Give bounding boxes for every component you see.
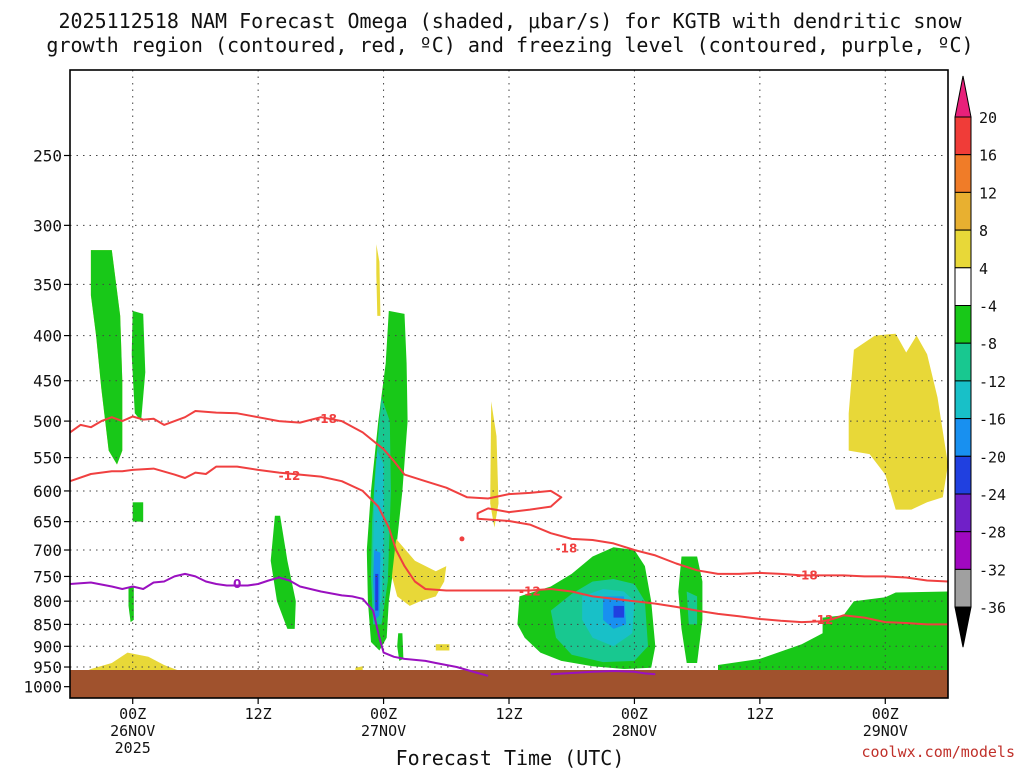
- x-tick-label: 00Z: [370, 705, 397, 723]
- y-tick-label: 550: [33, 449, 62, 468]
- plot-area: -18 -12 -18 -12 -18 -12 0: [69, 69, 949, 699]
- x-tick-date: 27NOV: [361, 722, 406, 740]
- colorbar-label: -12: [979, 373, 1006, 391]
- y-tick-label: 650: [33, 513, 62, 532]
- dgz-small-contour: [459, 536, 465, 542]
- y-tick-label: 1000: [23, 678, 62, 697]
- colorbar-segment: [954, 229, 972, 269]
- dgz-contour-label: -12: [812, 613, 834, 627]
- omega-region: [848, 333, 948, 510]
- colorbar-top-arrow: [954, 75, 972, 118]
- colorbar-label: -28: [979, 524, 1006, 542]
- x-tick-label: 00Z: [119, 705, 146, 723]
- colorbar-segment: [954, 305, 972, 344]
- colorbar-segment: [954, 116, 972, 156]
- colorbar-label: -16: [979, 411, 1006, 429]
- colorbar-label: -20: [979, 448, 1006, 466]
- colorbar-label: 20: [979, 109, 997, 127]
- omega-region: [435, 644, 450, 651]
- y-tick-label: 950: [33, 658, 62, 677]
- credit-text: coolwx.com/models: [861, 743, 1015, 761]
- y-tick-label: 750: [33, 567, 62, 586]
- colorbar-segment: [954, 342, 972, 382]
- y-tick-label: 850: [33, 615, 62, 634]
- x-tick-date: 29NOV: [863, 722, 908, 740]
- freezing-level-line: [69, 572, 489, 677]
- colorbar-segment: [954, 418, 972, 457]
- x-axis-label: Forecast Time (UTC): [396, 746, 625, 768]
- x-tick-label: 12Z: [495, 705, 522, 723]
- omega-region: [128, 586, 134, 623]
- y-tick-label: 300: [33, 216, 62, 235]
- terrain-ground: [70, 670, 948, 698]
- omega-region: [132, 502, 144, 522]
- x-tick-label: 00Z: [621, 705, 648, 723]
- dgz-contour-label: -12: [519, 584, 541, 598]
- colorbar-bottom-arrow: [954, 606, 972, 648]
- y-tick-label: 600: [33, 482, 62, 501]
- y-tick-label: 700: [33, 541, 62, 560]
- omega-region: [376, 244, 381, 316]
- chart-title-line-1: 2025112518 NAM Forecast Omega (shaded, μ…: [58, 9, 962, 33]
- colorbar-segment: [954, 154, 972, 193]
- dgz-contour-line: [69, 465, 948, 626]
- x-tick-label: 12Z: [245, 705, 272, 723]
- freezing-level-contours: 0: [69, 572, 656, 677]
- colorbar: 20 16 12 8 4 -4 -8 -12 -16 -20 -24 -28 -32 -36: [954, 75, 1006, 648]
- colorbar-segment: [954, 267, 972, 306]
- dgz-contour-label: -18: [796, 568, 818, 582]
- freezing-contour-label: 0: [233, 577, 241, 591]
- chart-title-line-2: growth region (contoured, red, ºC) and f…: [46, 33, 973, 57]
- colorbar-segment: [954, 493, 972, 533]
- y-tick-label: 250: [33, 146, 62, 165]
- colorbar-label: -32: [979, 561, 1006, 579]
- x-tick-label: 00Z: [872, 705, 899, 723]
- colorbar-label: -24: [979, 486, 1006, 504]
- x-tick-date: 28NOV: [612, 722, 657, 740]
- dgz-contour-label: -12: [279, 469, 301, 483]
- y-tick-label: 900: [33, 637, 62, 656]
- dgz-contour-label: -18: [556, 541, 578, 555]
- y-tick-label: 500: [33, 412, 62, 431]
- colorbar-label: -36: [979, 599, 1006, 617]
- y-tick-label: 400: [33, 327, 62, 346]
- colorbar-label: 8: [979, 222, 988, 240]
- omega-region: [90, 250, 123, 465]
- y-axis-pressure-ticks: 250 300 350 400 450 500 550 600 650 700 750 800 850 9…: [23, 146, 70, 697]
- colorbar-segment: [954, 455, 972, 495]
- freezing-level-line-2: [550, 669, 656, 676]
- x-tick-date: 26NOV: [110, 722, 155, 740]
- grid-lines: [70, 70, 948, 698]
- omega-region: [270, 515, 296, 629]
- omega-region: [131, 310, 146, 422]
- colorbar-segment: [954, 568, 972, 608]
- dendritic-growth-contours: -18 -12 -18 -12 -18 -12: [69, 410, 949, 627]
- colorbar-label: 4: [979, 260, 988, 278]
- y-tick-label: 800: [33, 592, 62, 611]
- dgz-contour-label: -18: [315, 412, 337, 426]
- y-tick-label: 450: [33, 372, 62, 391]
- colorbar-segment: [954, 191, 972, 231]
- colorbar-segment: [954, 531, 972, 570]
- x-tick-year: 2025: [115, 739, 151, 757]
- colorbar-label: 12: [979, 184, 997, 202]
- x-tick-label: 12Z: [746, 705, 773, 723]
- colorbar-segment: [954, 380, 972, 420]
- dgz-contour-line: [69, 410, 949, 583]
- omega-region: [375, 573, 379, 611]
- colorbar-label: -8: [979, 335, 997, 353]
- omega-region: [686, 591, 698, 625]
- colorbar-label: -4: [979, 298, 997, 316]
- omega-region: [397, 633, 404, 661]
- colorbar-label: 16: [979, 147, 997, 165]
- y-tick-label: 350: [33, 275, 62, 294]
- omega-region: [718, 591, 948, 677]
- omega-region: [613, 605, 624, 618]
